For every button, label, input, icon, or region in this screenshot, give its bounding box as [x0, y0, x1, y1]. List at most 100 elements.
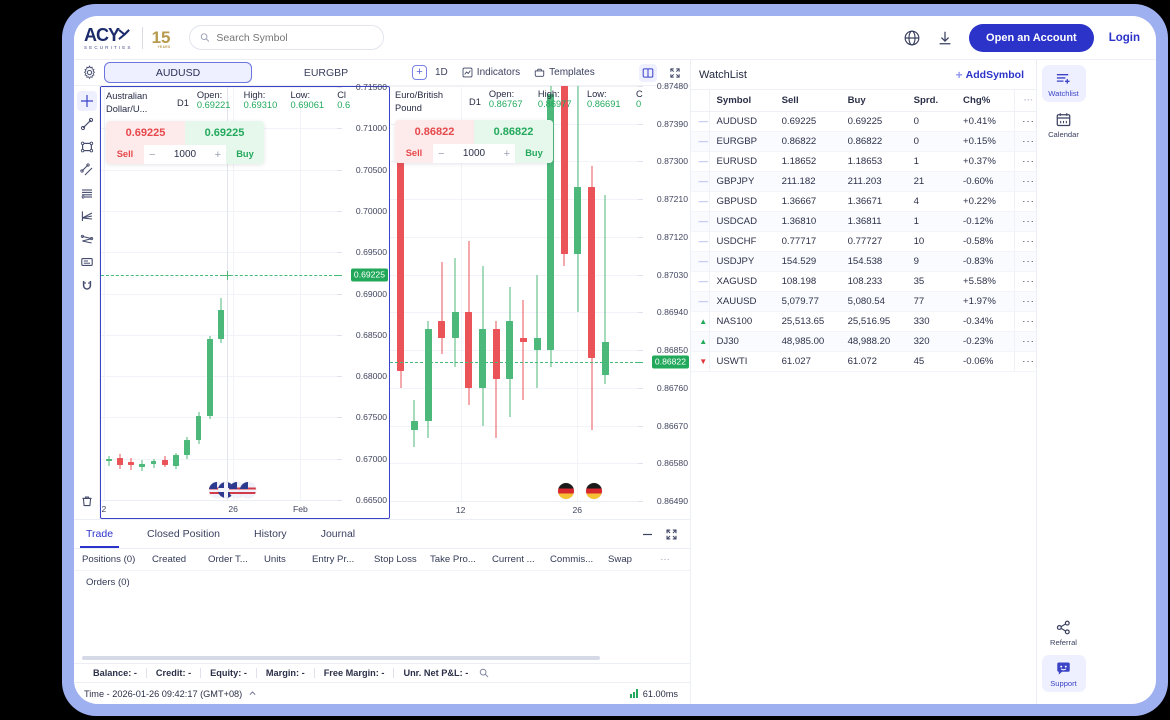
horizontal-scrollbar[interactable]	[82, 656, 600, 660]
watchlist-row[interactable]: ▲ DJ30 48,985.00 48,988.20 320 -0.23% ···	[691, 331, 1036, 352]
watchlist-row[interactable]: ▲ NAS100 25,513.65 25,516.95 330 -0.34% ···	[691, 311, 1036, 332]
watchlist-row[interactable]: — GBPUSD 1.36667 1.36671 4 +0.22% ···	[691, 191, 1036, 212]
watchlist-row[interactable]: — XAGUSD 108.198 108.233 35 +5.58% ···	[691, 271, 1036, 292]
chart2-sell-price[interactable]: 0.86822	[395, 120, 474, 144]
fullscreen-button[interactable]	[666, 64, 684, 82]
watchlist-row-menu[interactable]: ···	[1014, 191, 1036, 212]
positions-column-header[interactable]: Swap	[608, 554, 632, 565]
rectangle-icon[interactable]	[77, 137, 97, 157]
minimize-icon[interactable]	[641, 528, 654, 541]
split-layout-button[interactable]	[639, 63, 657, 82]
indicators-button[interactable]: Indicators	[462, 67, 520, 78]
economic-event-flag-de[interactable]	[586, 483, 602, 499]
tab-trade[interactable]: Trade	[79, 520, 120, 548]
zigzag-icon[interactable]	[77, 229, 97, 249]
chart2-plot[interactable]	[390, 86, 638, 501]
chart-panel-audusd[interactable]: Australian Dollar/U... D1 Open: 0.69221 H…	[100, 82, 390, 519]
economic-event-flag-us[interactable]	[240, 482, 256, 498]
tab-closed-position[interactable]: Closed Position	[147, 528, 221, 540]
chevron-up-icon[interactable]	[248, 689, 257, 698]
search-symbol-box[interactable]	[188, 25, 384, 50]
trendline-icon[interactable]	[77, 114, 97, 134]
chart2-buy-button[interactable]: Buy	[515, 144, 553, 163]
text-label-icon[interactable]	[77, 252, 97, 272]
watchlist-row[interactable]: — USDJPY 154.529 154.538 9 -0.83% ···	[691, 251, 1036, 272]
watchlist-row[interactable]: — XAUUSD 5,079.77 5,080.54 77 +1.97% ···	[691, 291, 1036, 312]
rail-item-referral[interactable]: Referral	[1042, 614, 1086, 651]
download-icon[interactable]	[936, 29, 954, 47]
positions-column-header[interactable]: Created	[152, 554, 187, 565]
watchlist-row[interactable]: — GBPJPY 211.182 211.203 21 -0.60% ···	[691, 171, 1036, 192]
rail-item-watchlist[interactable]: Watchlist	[1041, 65, 1086, 102]
templates-button[interactable]: Templates	[534, 67, 595, 78]
watchlist-row-menu[interactable]: ···	[1014, 351, 1036, 372]
positions-column-header[interactable]: Current ...	[492, 554, 535, 565]
positions-column-header[interactable]: Entry Pr...	[312, 554, 355, 565]
rail-item-calendar[interactable]: Calendar	[1042, 106, 1086, 143]
positions-column-header[interactable]: Stop Loss	[374, 554, 417, 565]
chart1-buy-price[interactable]: 0.69225	[185, 121, 264, 145]
watchlist-row-menu[interactable]: ···	[1014, 231, 1036, 252]
chart1-y-axis[interactable]: 0.71500 0.71000 0.70500 0.70000 0.69500 0.690…	[337, 82, 389, 505]
chart2-units-stepper[interactable]: − 1000 +	[433, 147, 515, 160]
watchlist-row[interactable]: — EURUSD 1.18652 1.18653 1 +0.37% ···	[691, 151, 1036, 172]
search-input[interactable]	[216, 31, 373, 44]
chart1-deal-ticket[interactable]: 0.69225 0.69225 Sell − 1000 + Buy	[106, 121, 264, 164]
watchlist-row[interactable]: ▼ USWTI 61.027 61.072 45 -0.06% ···	[691, 351, 1036, 372]
positions-column-header[interactable]: Take Pro...	[430, 554, 476, 565]
watchlist-row-menu[interactable]: ···	[1014, 111, 1036, 132]
horizontal-lines-icon[interactable]	[77, 183, 97, 203]
rail-item-support[interactable]: Support	[1041, 655, 1086, 692]
tab-journal[interactable]: Journal	[320, 528, 356, 540]
watchlist-row-menu[interactable]: ···	[1014, 311, 1036, 332]
watchlist-column-header[interactable]: Sell	[775, 89, 842, 112]
login-link[interactable]: Login	[1108, 31, 1140, 44]
chart1-units-value[interactable]: 1000	[173, 149, 197, 160]
watchlist-row[interactable]: — EURGBP 0.86822 0.86822 0 +0.15% ···	[691, 131, 1036, 152]
chart1-x-axis[interactable]: 2 26 Feb	[101, 500, 337, 518]
watchlist-row-menu[interactable]: ···	[1014, 171, 1036, 192]
add-symbol-button[interactable]: + AddSymbol	[956, 68, 1024, 82]
trash-icon[interactable]	[77, 491, 97, 511]
chart2-x-axis[interactable]: 12 26	[390, 501, 638, 519]
chart1-sell-button[interactable]: Sell	[106, 145, 144, 164]
positions-column-header[interactable]: Commis...	[550, 554, 594, 565]
positions-column-header[interactable]: Order T...	[208, 554, 248, 565]
add-chart-button[interactable]: +	[412, 65, 427, 80]
watchlist-column-header[interactable]: Sprd.	[907, 89, 958, 112]
economic-event-flag-de[interactable]	[558, 483, 574, 499]
chart-tab-eurgbp[interactable]: EURGBP	[303, 66, 349, 79]
chart1-units-stepper[interactable]: − 1000 +	[144, 148, 226, 161]
watchlist-row-menu[interactable]: ···	[1014, 211, 1036, 232]
chart2-sell-button[interactable]: Sell	[395, 144, 433, 163]
watchlist-column-header[interactable]: Chg%	[957, 89, 1015, 112]
brand-logo[interactable]: ACY SECURITIES 15 YEARS	[84, 26, 171, 50]
chart1-units-decrement[interactable]: −	[149, 148, 156, 161]
chart1-buy-button[interactable]: Buy	[226, 145, 264, 164]
watchlist-column-header[interactable]: Buy	[841, 89, 908, 112]
fib-fan-icon[interactable]	[77, 206, 97, 226]
watchlist-column-header[interactable]: Symbol	[709, 89, 776, 112]
parallel-channel-icon[interactable]	[77, 160, 97, 180]
gear-icon[interactable]	[82, 65, 97, 80]
globe-icon[interactable]	[903, 29, 921, 47]
chart2-units-decrement[interactable]: −	[438, 147, 445, 160]
chart2-units-increment[interactable]: +	[503, 147, 510, 160]
watchlist-row[interactable]: — USDCHF 0.77717 0.77727 10 -0.58% ···	[691, 231, 1036, 252]
watchlist-row-menu[interactable]: ···	[1014, 291, 1036, 312]
chart-panel-eurgbp[interactable]: Euro/British Pound D1 Open: 0.86767 High:…	[390, 81, 690, 519]
watchlist-row[interactable]: — USDCAD 1.36810 1.36811 1 -0.12% ···	[691, 211, 1036, 232]
chart2-units-value[interactable]: 1000	[462, 148, 486, 159]
chart2-y-axis[interactable]: 0.87480 0.87390 0.87300 0.87210 0.87120 0.870…	[638, 81, 690, 506]
chart1-units-increment[interactable]: +	[214, 148, 221, 161]
watchlist-row-menu[interactable]: ···	[1014, 131, 1036, 152]
positions-column-header[interactable]: Units	[264, 554, 286, 565]
tab-history[interactable]: History	[254, 528, 287, 540]
magnet-icon[interactable]	[77, 275, 97, 295]
chart2-buy-price[interactable]: 0.86822	[474, 120, 553, 144]
timeframe-selector[interactable]: 1D	[435, 67, 448, 78]
crosshair-icon[interactable]	[76, 91, 97, 111]
search-icon[interactable]	[479, 668, 489, 678]
open-account-button[interactable]: Open an Account	[969, 23, 1094, 52]
chart2-deal-ticket[interactable]: 0.86822 0.86822 Sell − 1000 + Buy	[395, 120, 553, 163]
